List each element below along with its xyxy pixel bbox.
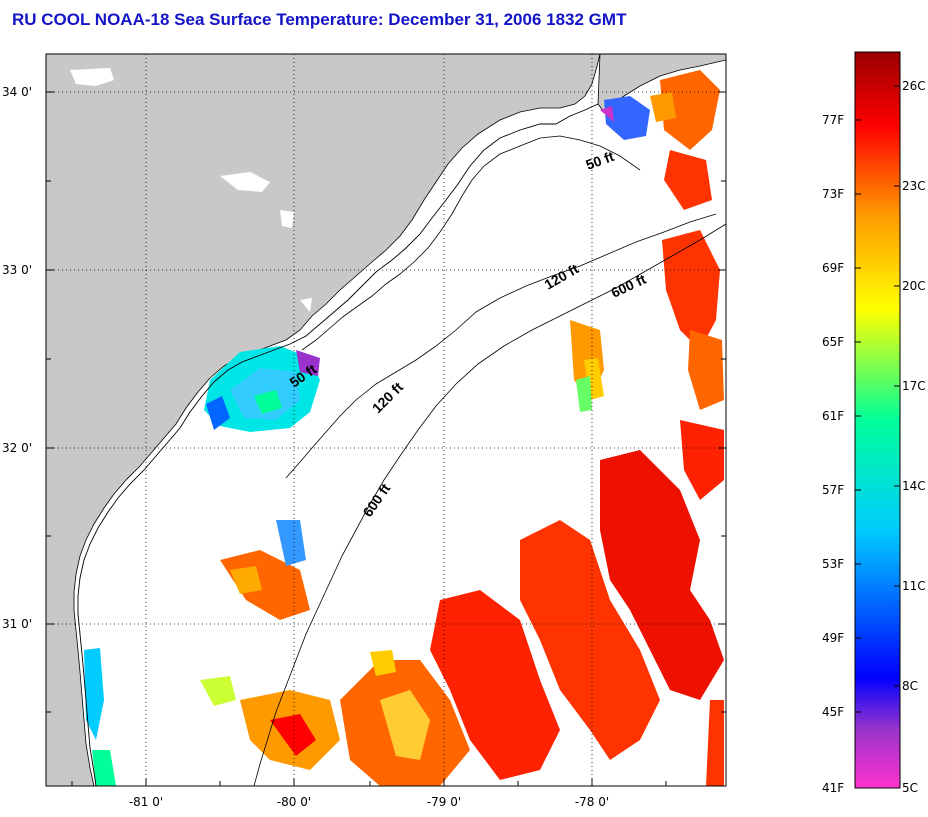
lat-label-31: 31 0' (2, 617, 32, 631)
inland-water (220, 172, 270, 192)
legend-f-69: 69F (822, 261, 844, 275)
legend-f-49: 49F (822, 631, 844, 645)
sst-east-warm (570, 230, 724, 500)
sst-cape-fear-patch (600, 70, 720, 210)
lon-label-78: -78 0' (575, 795, 609, 809)
legend-f-41: 41F (822, 781, 844, 795)
legend-f-53: 53F (822, 557, 844, 571)
legend-c-11: 11C (902, 579, 926, 593)
figure-title: RU COOL NOAA-18 Sea Surface Temperature:… (12, 10, 627, 29)
contour-120ft (285, 213, 717, 479)
coastline (77, 103, 599, 786)
axis-ticks (46, 91, 726, 786)
colorbar (854, 51, 901, 789)
legend-c-17: 17C (902, 379, 926, 393)
legend-f-73: 73F (822, 187, 844, 201)
legend-c-8: 8C (902, 679, 918, 693)
legend-c-23: 23C (902, 179, 926, 193)
inland-water (70, 68, 114, 86)
lat-label-32: 32 0' (2, 441, 32, 455)
contour-50ft (301, 135, 641, 351)
legend-c-20: 20C (902, 279, 926, 293)
lat-label-33: 33 0' (2, 263, 32, 277)
inland-water (280, 210, 294, 228)
legend-f-45: 45F (822, 705, 844, 719)
legend-c-14: 14C (902, 479, 926, 493)
inland-water (300, 298, 312, 312)
colorbar-ticks-f (855, 85, 900, 713)
lon-label-80: -80 0' (277, 795, 311, 809)
legend-f-77: 77F (822, 113, 844, 127)
legend-f-65: 65F (822, 335, 844, 349)
legend-c-26: 26C (902, 79, 926, 93)
lat-label-34: 34 0' (2, 85, 32, 99)
contour-600ft (253, 223, 726, 786)
graticule (46, 54, 726, 786)
legend-f-61: 61F (822, 409, 844, 423)
lon-label-81: -81 0' (129, 795, 163, 809)
lon-label-79: -79 0' (427, 795, 461, 809)
map-frame (45, 53, 727, 787)
legend-f-57: 57F (822, 483, 844, 497)
sst-gulf-stream (84, 450, 724, 786)
legend-c-5: 5C (902, 781, 918, 795)
